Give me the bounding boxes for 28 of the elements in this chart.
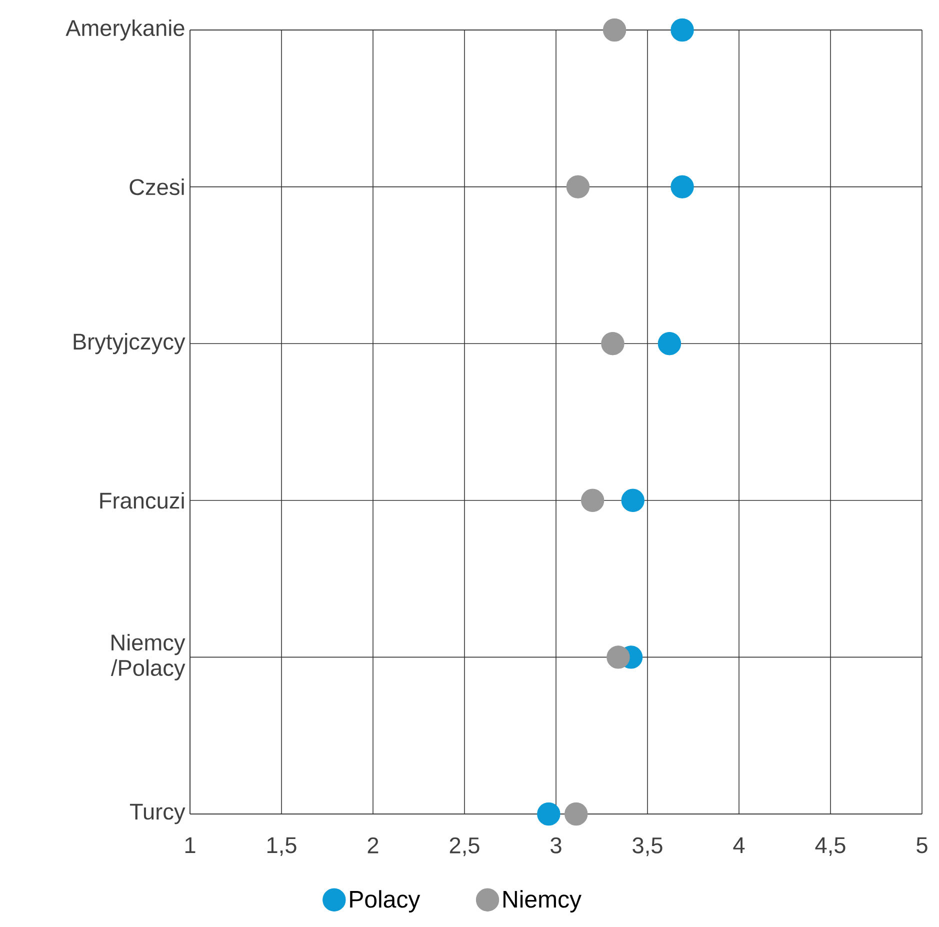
point (564, 802, 588, 826)
x-tick-label: 4 (733, 837, 745, 853)
legend-label: Niemcy (504, 890, 582, 913)
point (602, 18, 626, 42)
y-tick-label: Amerykanie (66, 19, 184, 41)
point (658, 332, 682, 356)
x-tick-label: 3 (550, 837, 562, 854)
point (601, 332, 624, 356)
x-tick-label: 1 (185, 837, 196, 853)
y-tick-label: Brytyjczycy (74, 333, 186, 354)
y-tick-label: Czesi (130, 178, 184, 196)
x-tick-label: 5 (916, 837, 928, 854)
x-tick-label: 2,5 (450, 837, 480, 856)
point (537, 802, 560, 826)
x-tick-label: 1,5 (267, 837, 296, 856)
point (566, 175, 590, 198)
legend-label: Polacy (350, 890, 420, 913)
x-tick-label: 4,5 (815, 837, 846, 856)
point (670, 175, 694, 198)
point (621, 488, 644, 512)
y-tick-label: Francuzi (100, 492, 184, 509)
point (670, 18, 694, 42)
x-tick-label: 2 (368, 837, 378, 854)
y-tick-label: Niemcy /Polacy (110, 634, 186, 680)
point (581, 488, 604, 512)
x-tick-label: 3,5 (632, 837, 662, 856)
y-tick-label: Turcy (130, 804, 186, 824)
point (606, 646, 630, 669)
